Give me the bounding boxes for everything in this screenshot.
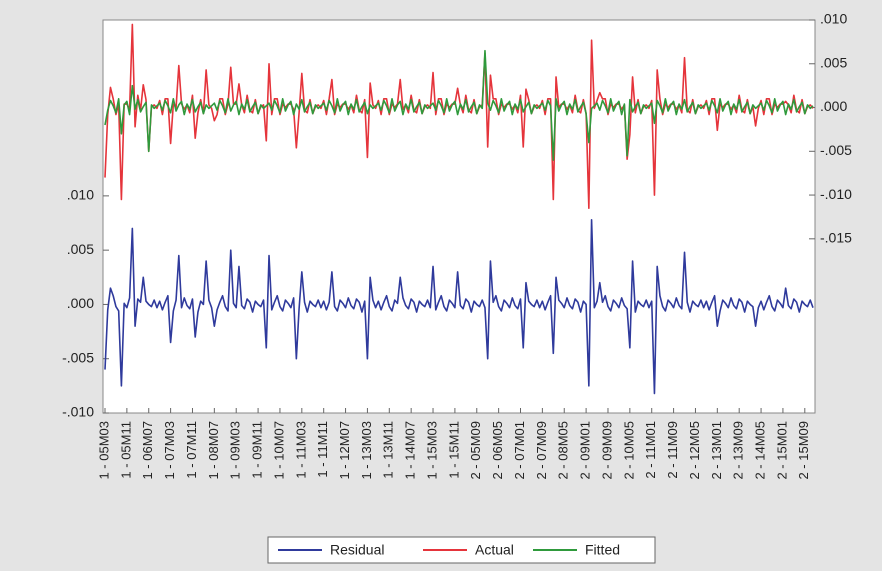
x-tick-label: 1 - 07M11 xyxy=(184,421,199,479)
x-tick-label: 1 - 08M07 xyxy=(206,421,221,480)
y2-tick-label: .000 xyxy=(820,98,847,114)
x-tick-label: 1 - 12M07 xyxy=(337,421,352,480)
x-tick-label: 2 - 15M01 xyxy=(774,421,789,480)
x-tick-label: 1 - 07M03 xyxy=(162,421,177,480)
y-tick-label: -.005 xyxy=(62,349,94,365)
y-tick-label: .000 xyxy=(67,295,94,311)
x-tick-label: 2 - 11M09 xyxy=(665,421,680,479)
y2-tick-label: .005 xyxy=(820,54,847,70)
y-tick-label: .010 xyxy=(67,187,94,203)
x-tick-label: 1 - 09M03 xyxy=(228,421,243,480)
x-tick-label: 1 - 05M11 xyxy=(118,421,133,479)
x-tick-label: 2 - 09M09 xyxy=(599,421,614,480)
x-tick-label: 2 - 11M01 xyxy=(643,421,658,479)
x-tick-label: 1 - 13M03 xyxy=(359,421,374,480)
x-tick-label: 2 - 06M05 xyxy=(490,421,505,480)
x-tick-label: 2 - 07M01 xyxy=(512,421,527,480)
x-tick-label: 2 - 15M09 xyxy=(796,421,811,480)
y2-tick-label: -.010 xyxy=(820,186,852,202)
y-tick-label: -.010 xyxy=(62,404,94,420)
plot-area xyxy=(102,19,816,414)
x-tick-label: 2 - 09M01 xyxy=(578,421,593,480)
y2-tick-label: -.015 xyxy=(820,230,852,246)
y2-tick-label: .010 xyxy=(820,11,847,27)
x-tick-label: 1 - 15M11 xyxy=(446,421,461,479)
x-tick-label: 2 - 14M05 xyxy=(752,421,767,480)
x-tick-label: 1 - 09M11 xyxy=(250,421,265,479)
series-line xyxy=(104,218,814,395)
x-tick-label: 2 - 08M05 xyxy=(556,421,571,480)
x-tick-label: 1 - 11M03 xyxy=(293,421,308,479)
legend-label: Actual xyxy=(475,542,514,558)
x-tick-label: 2 - 10M05 xyxy=(621,421,636,480)
series-line xyxy=(104,49,814,161)
x-tick-label: 1 - 06M07 xyxy=(140,421,155,480)
legend-label: Fitted xyxy=(585,542,620,558)
legend-label: Residual xyxy=(330,542,384,558)
y2-tick-label: -.005 xyxy=(820,142,852,158)
x-tick-label: 1 - 11M11 xyxy=(315,421,330,478)
x-tick-label: 1 - 10M07 xyxy=(271,421,286,480)
y-tick-label: .005 xyxy=(67,241,94,257)
x-tick-label: 2 - 05M09 xyxy=(468,421,483,480)
x-tick-label: 1 - 15M03 xyxy=(424,421,439,480)
x-tick-label: 2 - 12M05 xyxy=(687,421,702,480)
x-tick-label: 2 - 13M09 xyxy=(731,421,746,480)
x-tick-label: 1 - 13M11 xyxy=(381,421,396,479)
x-tick-label: 1 - 05M03 xyxy=(96,421,111,480)
x-tick-label: 2 - 07M09 xyxy=(534,421,549,480)
x-tick-label: 2 - 13M01 xyxy=(709,421,724,480)
x-tick-label: 1 - 14M07 xyxy=(403,421,418,480)
